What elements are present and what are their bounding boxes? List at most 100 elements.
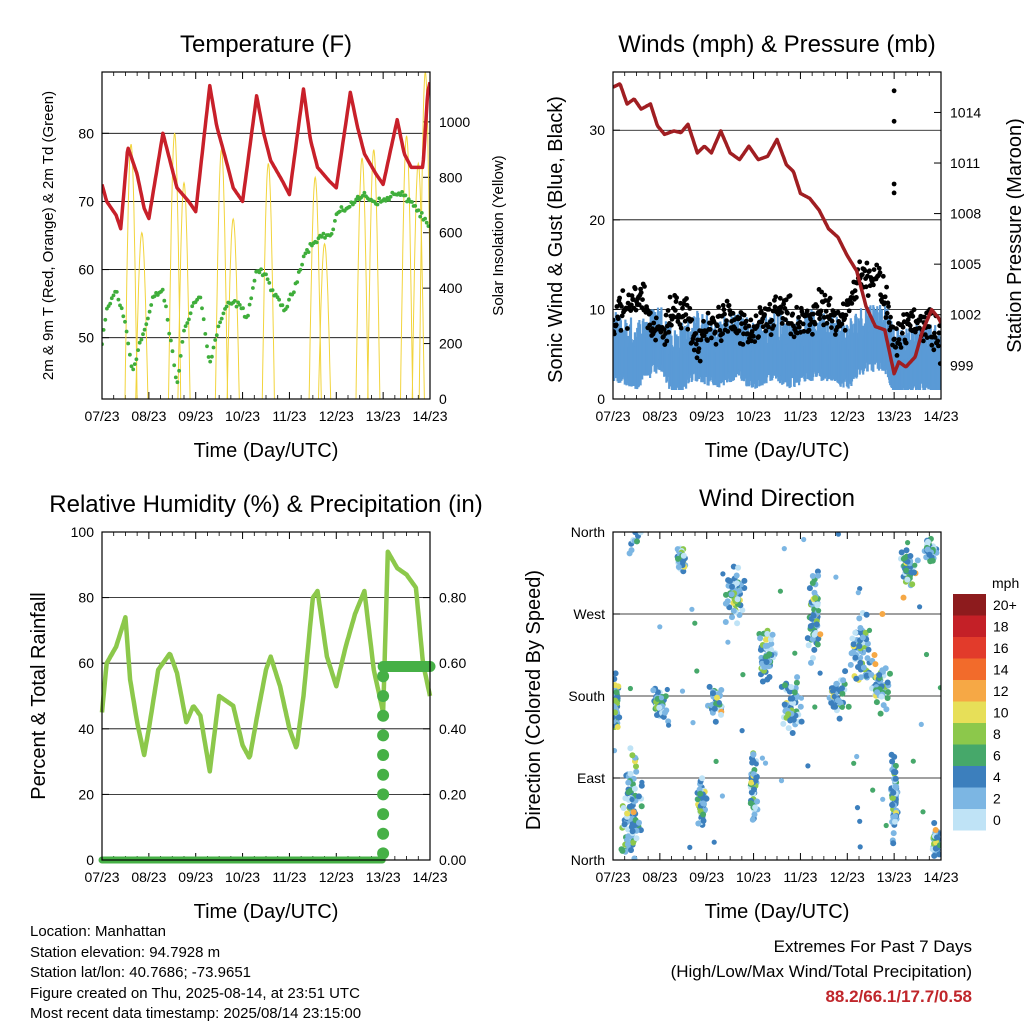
direction-point	[753, 761, 759, 767]
direction-point	[762, 760, 769, 766]
wind-gust-point	[822, 292, 828, 298]
dewpoint-point	[124, 329, 129, 334]
y-axis-label: Direction (Colored By Speed)	[523, 570, 545, 830]
direction-point	[630, 839, 637, 846]
direction-point	[847, 661, 854, 668]
direction-point	[788, 684, 795, 690]
direction-point	[811, 631, 818, 638]
wind-gust-point	[791, 334, 797, 340]
x-tick-label: 10/23	[736, 408, 771, 424]
dewpoint-point	[270, 288, 275, 292]
wind-gust-point	[880, 273, 886, 279]
dewpoint-point	[103, 317, 108, 322]
direction-point	[712, 718, 719, 725]
panel-title: Winds (mph) & Pressure (mb)	[618, 31, 935, 58]
direction-point	[763, 659, 770, 665]
figure-created: Figure created on Thu, 2025-08-14, at 23…	[30, 984, 360, 1002]
colorbar-swatch	[953, 615, 986, 637]
wind-gust-point	[751, 333, 756, 339]
dewpoint-point	[249, 296, 254, 301]
y-tick-label: 70	[78, 193, 94, 209]
direction-point	[816, 608, 822, 614]
wind-gust-point	[640, 297, 645, 302]
direction-point	[679, 558, 686, 565]
dewpoint-point	[360, 193, 365, 198]
y-right-tick-label: 0.40	[439, 721, 466, 737]
y-tick-label: 80	[78, 125, 94, 141]
direction-point	[889, 758, 896, 765]
solar-insolation-peak	[400, 135, 414, 399]
wind-gust-point	[720, 331, 725, 337]
wind-gust-point	[749, 329, 755, 334]
wind-gust-point	[758, 309, 764, 315]
wind-gust-point	[783, 317, 788, 323]
x-tick-label: 11/23	[783, 869, 817, 885]
station-elevation: Station elevation: 94.7928 m	[30, 943, 221, 961]
dewpoint-point	[201, 317, 206, 322]
direction-point	[694, 668, 700, 674]
wind-gust-point	[726, 303, 732, 308]
wind-gust-point	[725, 329, 731, 334]
x-tick-label: 08/23	[131, 869, 166, 885]
direction-point	[767, 636, 774, 643]
dewpoint-point	[277, 297, 281, 302]
wind-gust-point	[696, 346, 702, 351]
dewpoint-point	[400, 190, 404, 194]
wind-gust-point	[843, 312, 849, 318]
dewpoint-point	[149, 303, 154, 307]
direction-point	[627, 685, 634, 692]
wind-gust-point	[888, 314, 893, 320]
direction-point	[839, 690, 846, 697]
wind-gust-point	[693, 331, 699, 336]
extremes-title: Extremes For Past 7 Days	[773, 937, 972, 956]
wind-gust-point	[829, 325, 834, 330]
dewpoint-point	[187, 317, 191, 322]
wind-gust-point	[852, 288, 858, 294]
wind-gust-point	[883, 315, 889, 320]
dewpoint-point	[137, 340, 142, 345]
colorbar-label: 12	[993, 683, 1009, 699]
recent-timestamp: Most recent data timestamp: 2025/08/14 2…	[30, 1005, 362, 1022]
direction-point	[729, 614, 735, 621]
direction-point	[892, 775, 899, 782]
dewpoint-point	[221, 311, 226, 316]
direction-point	[764, 676, 771, 683]
wind-gust-point	[772, 304, 778, 310]
dewpoint-point	[167, 331, 172, 336]
colorbar-swatch	[953, 701, 986, 723]
wind-gust-point	[917, 318, 923, 323]
panel-2: 0 10 20 30 07/23 08/23 09/23 10/23 11/23 12/23 13/…	[545, 31, 1024, 462]
dewpoint-point	[424, 220, 429, 225]
x-tick-label: 07/23	[84, 408, 119, 424]
dewpoint-point	[172, 363, 177, 368]
direction-point	[885, 689, 891, 696]
direction-point	[892, 769, 899, 776]
solar-insolation-peak	[177, 181, 191, 399]
direction-point	[923, 651, 930, 658]
precipitation-point	[377, 749, 390, 761]
direction-point	[627, 745, 634, 752]
dewpoint-point	[362, 190, 367, 195]
direction-point	[857, 659, 864, 666]
wind-gust-point	[717, 327, 723, 333]
dewpoint-point	[214, 333, 219, 338]
direction-point	[754, 798, 761, 805]
direction-point	[713, 758, 719, 765]
station-location: Location: Manhattan	[30, 923, 166, 940]
direction-point	[722, 619, 729, 625]
wind-gust-point	[647, 322, 653, 328]
dewpoint-point	[426, 224, 430, 228]
direction-point	[706, 683, 713, 690]
colorbar-label: 0	[993, 812, 1001, 828]
direction-point	[792, 650, 798, 656]
dewpoint-point	[121, 314, 126, 319]
dewpoint-point	[292, 290, 296, 295]
wind-gust-point	[701, 318, 706, 324]
dewpoint-point	[301, 254, 306, 259]
direction-point	[852, 654, 859, 661]
direction-point	[807, 623, 814, 630]
temperature-plot-area	[102, 72, 430, 399]
direction-point	[817, 670, 823, 676]
x-tick-label: 10/23	[225, 408, 260, 424]
solar-insolation-peak	[226, 217, 240, 399]
